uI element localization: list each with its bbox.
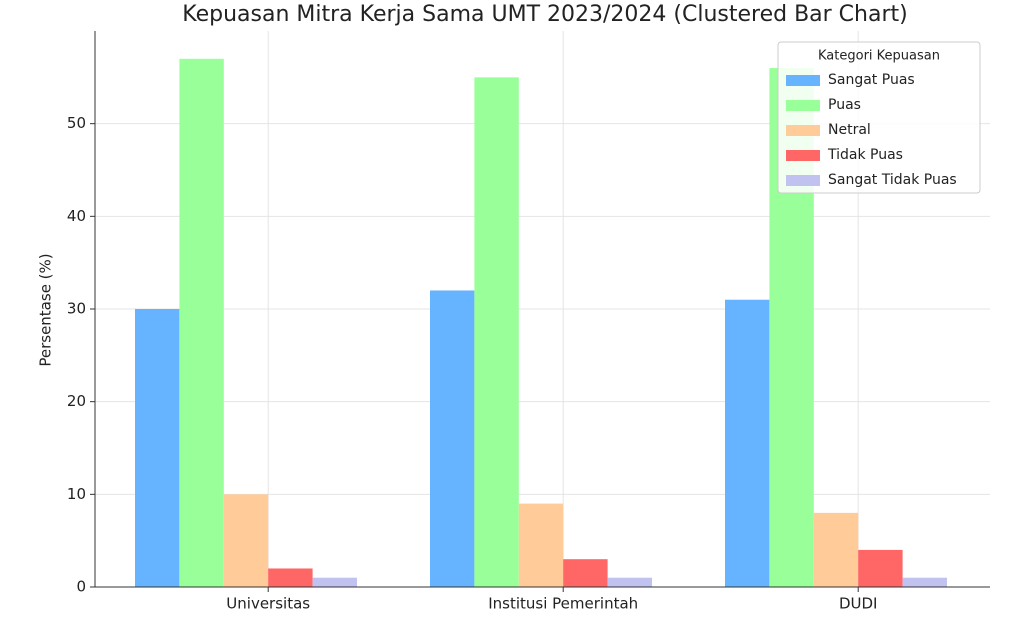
bar — [474, 77, 519, 587]
legend-label: Netral — [828, 122, 871, 138]
y-tick-label: 0 — [76, 578, 86, 596]
legend-title: Kategori Kepuasan — [818, 49, 940, 64]
bar — [607, 577, 652, 587]
bar — [179, 58, 224, 588]
bar — [813, 512, 859, 587]
bar — [223, 494, 269, 587]
legend-box — [777, 41, 981, 194]
legend-swatch — [786, 175, 820, 186]
y-tick-label: 50 — [67, 114, 86, 132]
legend-label: Sangat Tidak Puas — [828, 172, 957, 188]
legend-swatch — [786, 100, 820, 111]
legend-swatch — [786, 125, 820, 136]
chart-title: Kepuasan Mitra Kerja Sama UMT 2023/2024 … — [182, 2, 907, 27]
y-tick-label: 10 — [67, 485, 86, 503]
bar — [858, 549, 903, 587]
bar — [518, 503, 564, 587]
y-axis-label: Persentase (%) — [37, 253, 55, 366]
bar — [268, 568, 313, 587]
x-tick-label: Institusi Pemerintah — [488, 595, 638, 613]
legend-label: Tidak Puas — [827, 147, 903, 163]
y-tick-label: 30 — [67, 300, 86, 318]
bar — [430, 290, 475, 587]
y-tick-label: 40 — [67, 207, 86, 225]
y-tick-label: 20 — [67, 392, 86, 410]
x-tick-label: DUDI — [839, 595, 878, 613]
x-tick-label: Universitas — [226, 595, 310, 613]
legend-swatch — [786, 75, 820, 86]
legend-label: Sangat Puas — [828, 72, 915, 88]
legend-swatch — [786, 150, 820, 161]
bar — [312, 577, 357, 587]
bar — [725, 299, 770, 587]
bar — [135, 309, 180, 587]
legend-label: Puas — [828, 97, 861, 113]
bar — [902, 577, 947, 587]
bar — [563, 559, 608, 587]
